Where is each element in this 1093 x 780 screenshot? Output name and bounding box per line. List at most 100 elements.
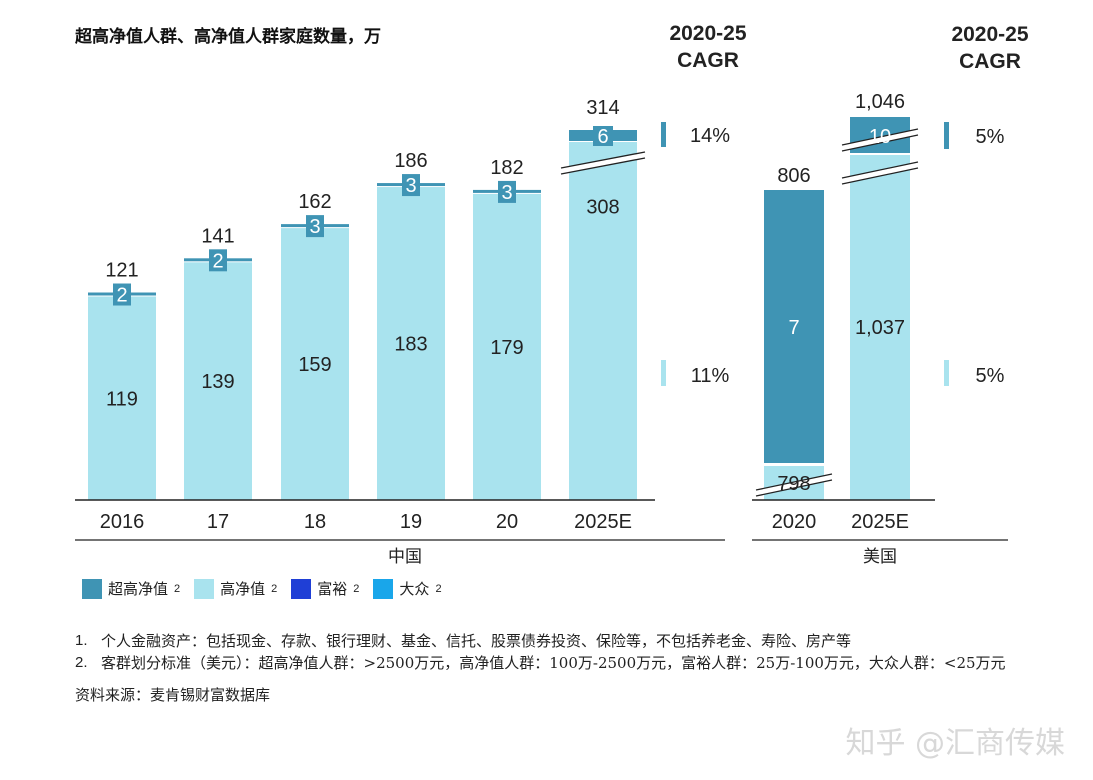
axis-break-line — [755, 473, 833, 491]
cagr-marker-uhnw — [944, 122, 949, 149]
uhnw-value-label: 7 — [788, 317, 799, 339]
footnote: 1. 个人金融资产：包括现金、存款、银行理财、基金、信托、股票债券投资、保险等，不… — [75, 630, 1035, 652]
total-label: 182 — [490, 157, 523, 179]
footnote-number: 2. — [75, 654, 88, 671]
total-label: 806 — [777, 165, 810, 187]
footnotes: 1. 个人金融资产：包括现金、存款、银行理财、基金、信托、股票债券投资、保险等，不… — [75, 630, 1035, 706]
axis-break-line — [755, 479, 833, 497]
legend-item: 超高净值 2 — [82, 578, 180, 599]
legend-item: 高净值 2 — [194, 578, 277, 599]
watermark: 知乎 @汇商传媒 — [845, 726, 1065, 761]
cagr-header-line1: 2020-25 — [669, 22, 747, 45]
hnw-value-label: 1,037 — [855, 317, 905, 339]
total-label: 314 — [586, 97, 619, 119]
cagr-header-us: 2020-25 CAGR — [930, 21, 1050, 75]
footnote-text: 个人金融资产：包括现金、存款、银行理财、基金、信托、股票债券投资、保险等，不包括… — [101, 632, 852, 650]
uhnw-value-label: 2 — [212, 250, 223, 272]
footnote: 2. 客群划分标准（美元）：超高净值人群：>2500万元，高净值人群：100万-2… — [75, 652, 1035, 674]
total-label: 186 — [394, 150, 427, 172]
uhnw-value-label: 6 — [597, 126, 608, 148]
x-tick-label: 2016 — [100, 511, 145, 533]
axis-break-line — [841, 167, 919, 185]
cagr-value-uhnw: 14% — [690, 125, 730, 147]
legend-item: 富裕 2 — [291, 578, 359, 599]
cagr-header-line2: CAGR — [677, 49, 739, 72]
group-label-china: 中国 — [388, 547, 422, 566]
bar-hnw — [88, 296, 156, 500]
bar-hnw — [281, 228, 349, 501]
uhnw-label-box — [498, 180, 516, 203]
x-tick-label: 17 — [207, 511, 229, 533]
uhnw-value-label: 2 — [116, 285, 127, 307]
axis-break-gap — [842, 129, 918, 151]
bar-uhnw — [764, 190, 824, 463]
x-tick-label: 2020 — [772, 511, 817, 533]
axis-break-gap — [756, 474, 832, 496]
hnw-value-label: 119 — [106, 388, 138, 410]
x-tick-label: 19 — [400, 511, 422, 533]
cagr-header-line1: 2020-25 — [951, 23, 1029, 46]
x-tick-label: 2025E — [574, 511, 632, 533]
hnw-value-label: 159 — [298, 354, 331, 376]
uhnw-value-label: 3 — [405, 175, 416, 197]
hnw-value-label: 798 — [777, 473, 810, 495]
legend-item: 大众 2 — [373, 578, 442, 599]
bar-hnw — [377, 187, 445, 500]
hnw-value-label: 308 — [586, 197, 619, 219]
bar-chart: 2121119201621411391731621591831861831931… — [75, 91, 1008, 566]
legend-label: 富裕 — [317, 580, 348, 598]
total-label: 162 — [298, 191, 331, 213]
group-label-us: 美国 — [863, 547, 897, 566]
cagr-value-hnw: 11% — [691, 365, 730, 387]
axis-break-line — [841, 134, 919, 152]
x-tick-label: 20 — [496, 511, 518, 533]
bar-hnw — [473, 193, 541, 500]
uhnw-label-box — [593, 126, 613, 146]
uhnw-label-box — [402, 174, 420, 197]
uhnw-label-box — [209, 249, 227, 272]
axis-break-gap — [842, 162, 918, 184]
legend-swatch — [373, 578, 394, 599]
legend-label: 高净值 — [220, 580, 266, 598]
hnw-value-label: 139 — [201, 371, 234, 393]
uhnw-value-label: 3 — [309, 216, 320, 238]
x-tick-label: 18 — [304, 511, 326, 533]
bar-hnw — [850, 155, 910, 500]
legend-label: 超高净值 — [108, 580, 169, 598]
legend-sup: 2 — [353, 582, 360, 595]
legend-swatch — [82, 578, 102, 599]
uhnw-value-label: 3 — [501, 182, 512, 204]
uhnw-label-box — [306, 215, 324, 238]
x-tick-label: 2025E — [851, 511, 909, 533]
hnw-value-label: 183 — [394, 334, 427, 356]
chart-title: 超高净值人群、高净值人群家庭数量，万 — [75, 27, 381, 47]
legend-sup: 2 — [174, 582, 181, 595]
total-label: 121 — [105, 260, 138, 282]
cagr-marker-hnw — [661, 360, 666, 386]
axis-break-line — [560, 151, 646, 169]
cagr-header-line2: CAGR — [959, 50, 1021, 73]
cagr-value-hnw: 5% — [976, 365, 1005, 387]
cagr-header-china: 2020-25 CAGR — [648, 20, 768, 74]
legend-swatch — [291, 578, 312, 599]
legend-sup: 2 — [271, 582, 278, 595]
cagr-marker-hnw — [944, 360, 949, 386]
axis-break-gap — [561, 152, 645, 174]
total-label: 141 — [201, 225, 234, 247]
legend-sup: 2 — [435, 582, 442, 595]
legend-swatch — [194, 578, 215, 599]
legend: 超高净值 2 高净值 2 富裕 2 大众 2 — [82, 578, 442, 599]
uhnw-value-label: 10 — [869, 126, 891, 148]
cagr-value-uhnw: 5% — [976, 126, 1005, 148]
source-note: 资料来源：麦肯锡财富数据库 — [75, 686, 271, 704]
total-label: 1,046 — [855, 91, 905, 113]
footnote-number: 1. — [75, 632, 88, 649]
axis-break-line — [841, 128, 919, 146]
axis-break-line — [841, 161, 919, 179]
hnw-value-label: 179 — [490, 337, 523, 359]
footnote-text: 客群划分标准（美元）：超高净值人群：>2500万元，高净值人群：100万-250… — [101, 654, 1006, 672]
axis-break-line — [560, 157, 646, 175]
cagr-marker-uhnw — [661, 122, 666, 147]
legend-label: 大众 — [399, 580, 430, 598]
